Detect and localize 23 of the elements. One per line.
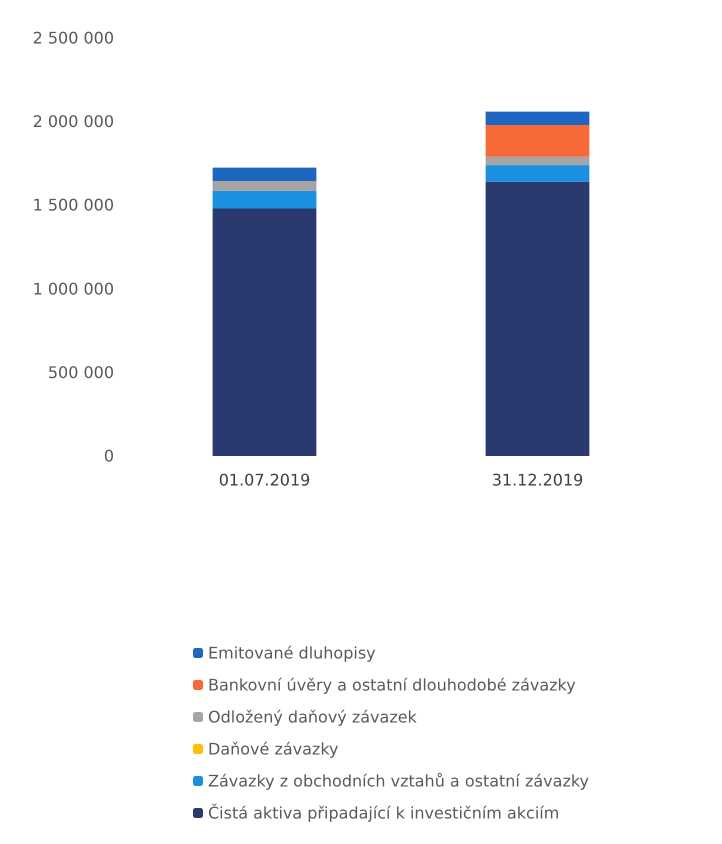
bar (486, 124, 590, 157)
legend-label: Bankovní úvěry a ostatní dlouhodobé závazky (208, 676, 576, 694)
y-tick-label: 2 500 000 (32, 28, 114, 48)
x-tick-label: 01.07.2019 (218, 470, 310, 490)
bar (212, 168, 316, 181)
bar (212, 208, 316, 456)
y-tick-label: 1 500 000 (32, 196, 114, 215)
legend-label: Daňové závazky (208, 740, 338, 758)
y-tick-label: 0 (104, 446, 114, 466)
y-tick-label: 2 000 000 (32, 112, 114, 132)
bar (212, 190, 316, 209)
bar (212, 180, 316, 191)
bar (486, 112, 590, 125)
legend-label: Čistá aktiva připadající k investičním akciím (208, 804, 560, 822)
y-tick-label: 500 000 (48, 362, 114, 382)
x-tick-label: 31.12.2019 (492, 470, 584, 490)
legend-label: Závazky z obchodních vztahů a ostatní závazky (208, 772, 589, 790)
bar (486, 182, 590, 456)
bar (486, 156, 590, 166)
legend-label: Emitované dluhopisy (208, 644, 376, 662)
legend-label: Odložený daňový závazek (208, 708, 418, 726)
y-tick-label: 1 000 000 (32, 279, 114, 298)
bar (486, 165, 590, 182)
